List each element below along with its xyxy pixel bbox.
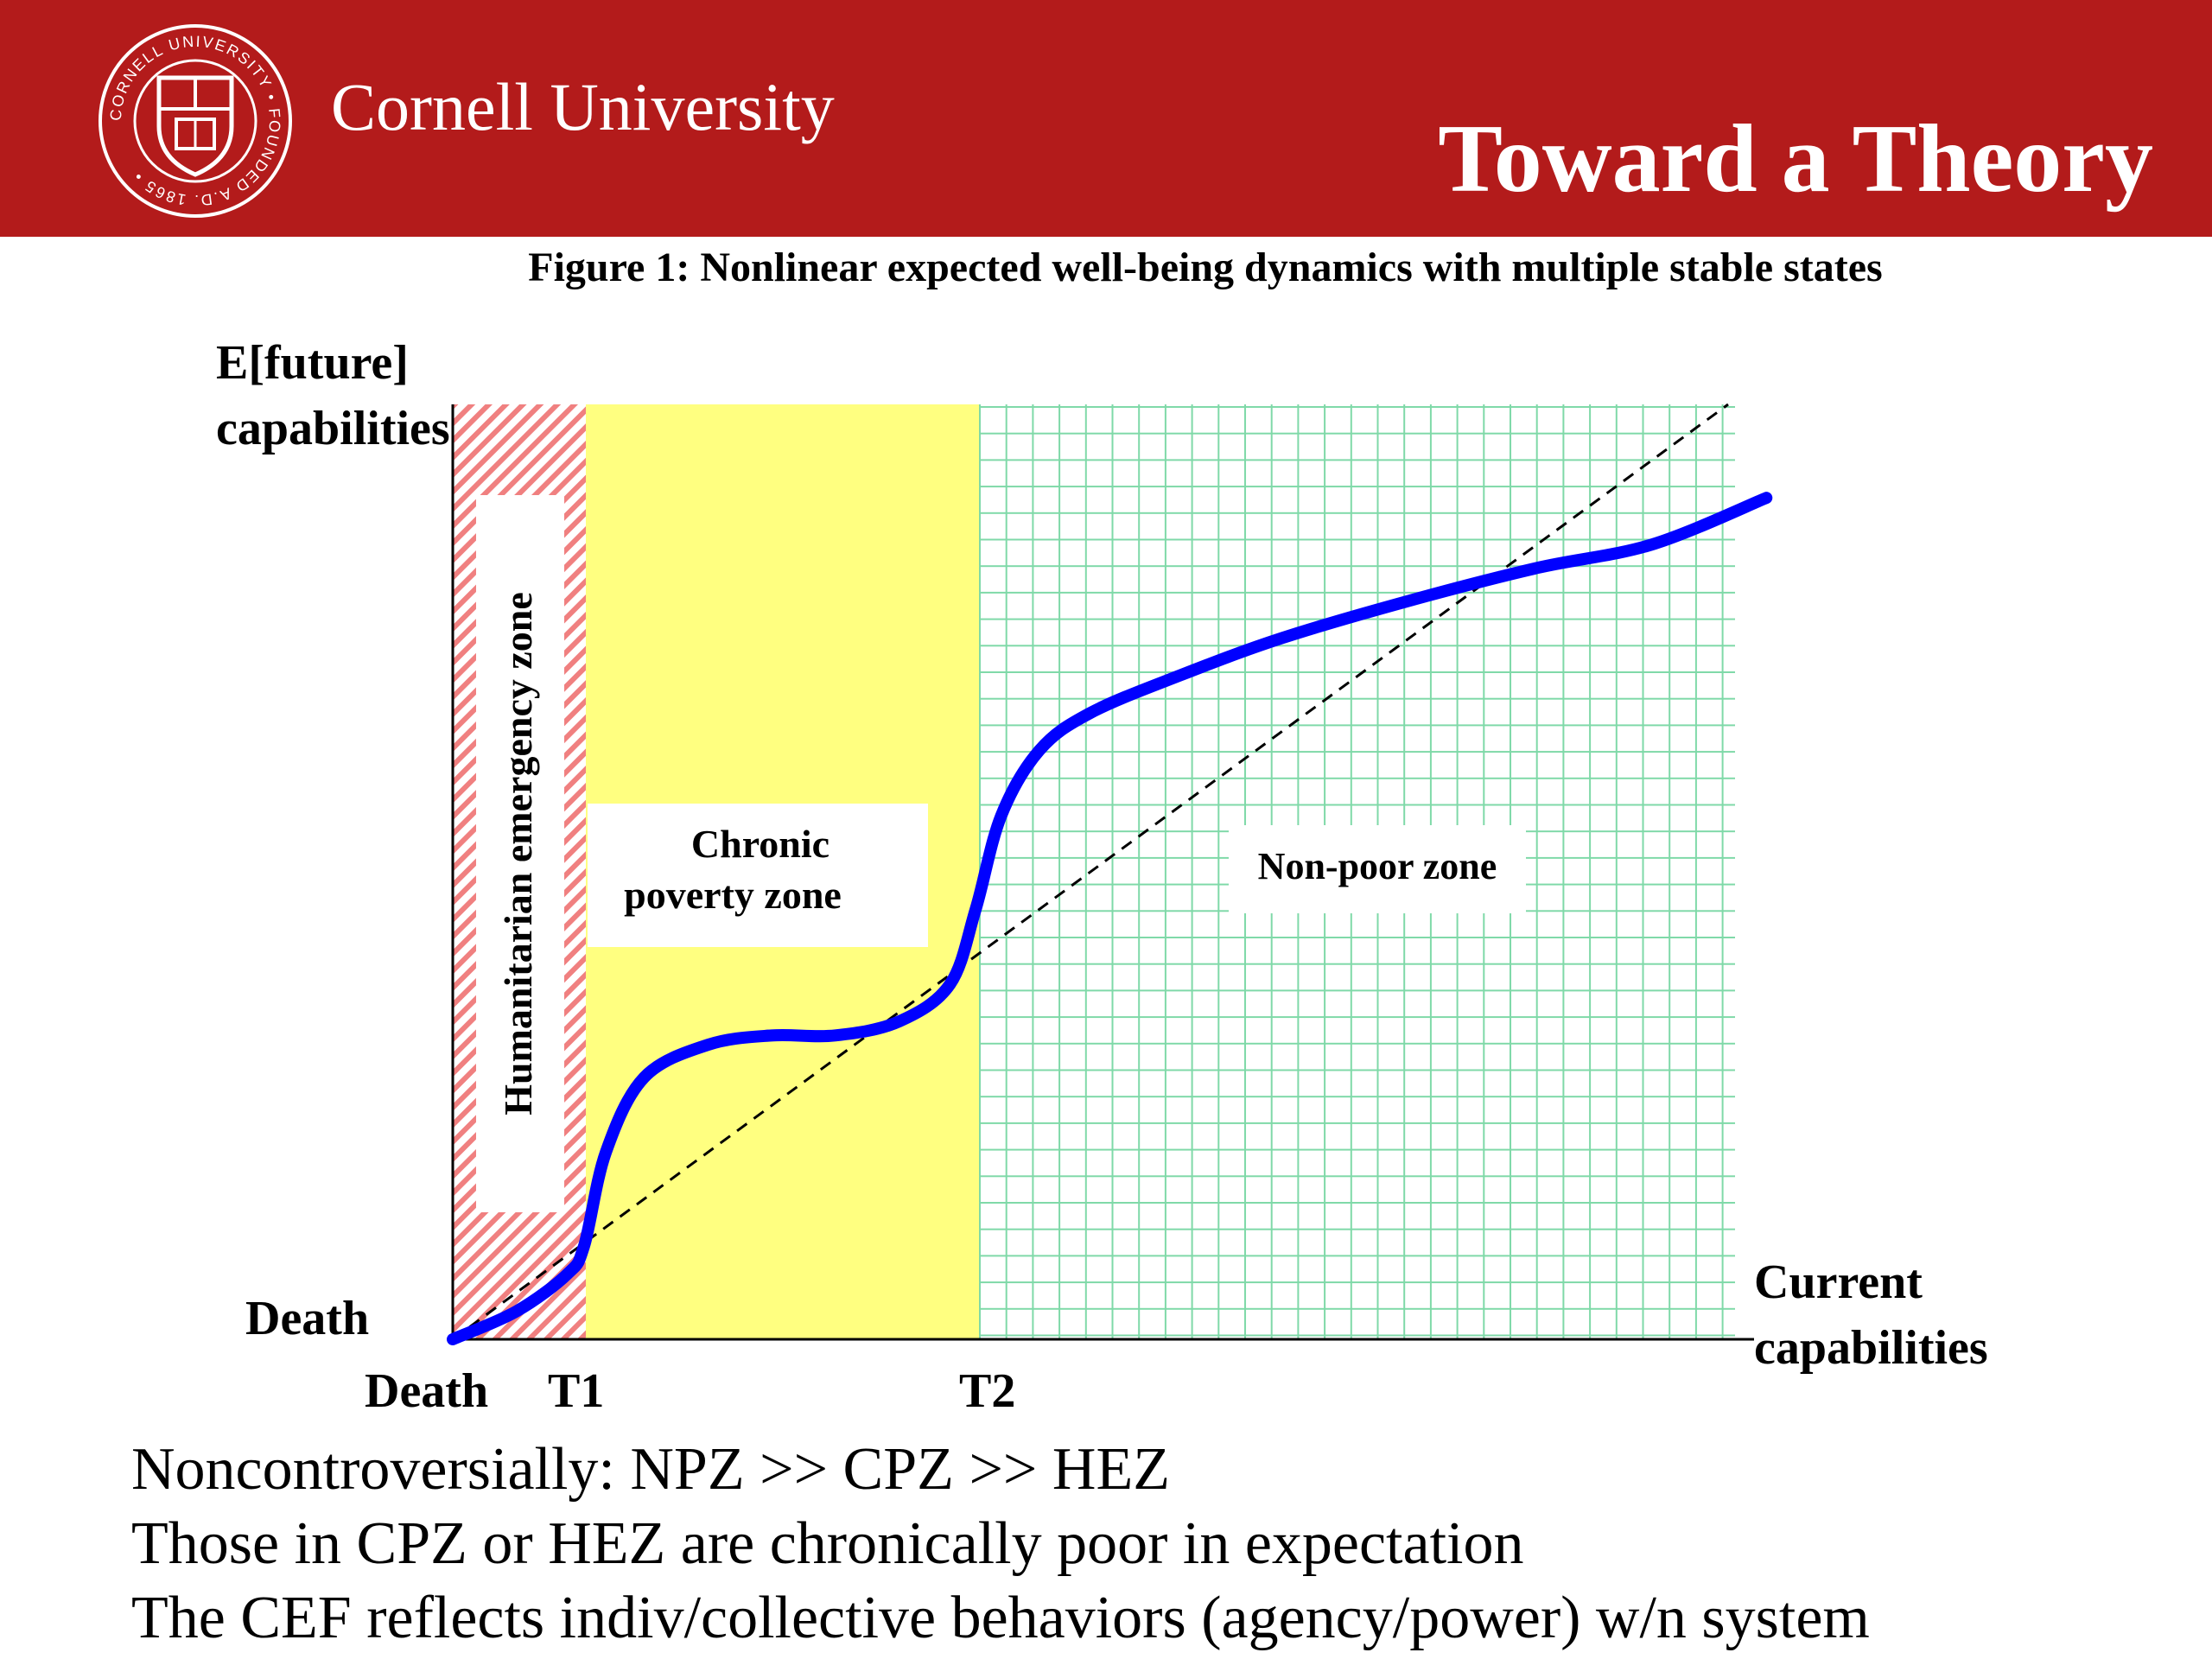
forty-five-degree-line (452, 403, 1729, 1341)
chronic-zone-label-line2: poverty zone (624, 873, 842, 917)
humanitarian-zone-label: Humanitarian emergency zone (496, 592, 540, 1116)
chronic-zone-label-box (588, 804, 928, 947)
slide-title: Toward a Theory (1438, 105, 2153, 213)
y-origin-label: Death (245, 1292, 369, 1345)
capability-evolution-curve (447, 492, 1773, 1345)
figure-caption: Figure 1: Nonlinear expected well-being … (528, 245, 1883, 290)
humanitarian-zone-label-box (476, 495, 564, 1212)
nonpoor-zone-label-box (1229, 825, 1526, 913)
threshold-t2-label: T2 (959, 1364, 1015, 1418)
threshold-t1-label: T1 (548, 1364, 604, 1418)
x-axis-label-line1: Current (1754, 1255, 1923, 1309)
bullet-list: Noncontroversially: NPZ >> CPZ >> HEZ Th… (131, 1433, 1870, 1656)
chronic-zone-label-line1: Chronic (691, 822, 830, 866)
y-axis-label-line2: capabilities (216, 402, 450, 455)
slide-header: CORNELL UNIVERSITY • FOUNDED A.D. 1865 •… (0, 0, 2212, 237)
bullet-line-2: Those in CPZ or HEZ are chronically poor… (131, 1510, 1524, 1577)
university-name: Cornell University (331, 69, 835, 144)
cornell-seal-icon: CORNELL UNIVERSITY • FOUNDED A.D. 1865 • (99, 24, 292, 218)
nonpoor-zone-label: Non-poor zone (1258, 845, 1497, 887)
x-axis-label-line2: capabilities (1754, 1321, 1988, 1375)
bullet-line-3: The CEF reflects indiv/collective behavi… (131, 1585, 1870, 1651)
y-axis-label-line1: E[future] (216, 336, 409, 390)
bullet-line-1: Noncontroversially: NPZ >> CPZ >> HEZ (131, 1436, 1170, 1503)
x-origin-label: Death (365, 1364, 488, 1418)
